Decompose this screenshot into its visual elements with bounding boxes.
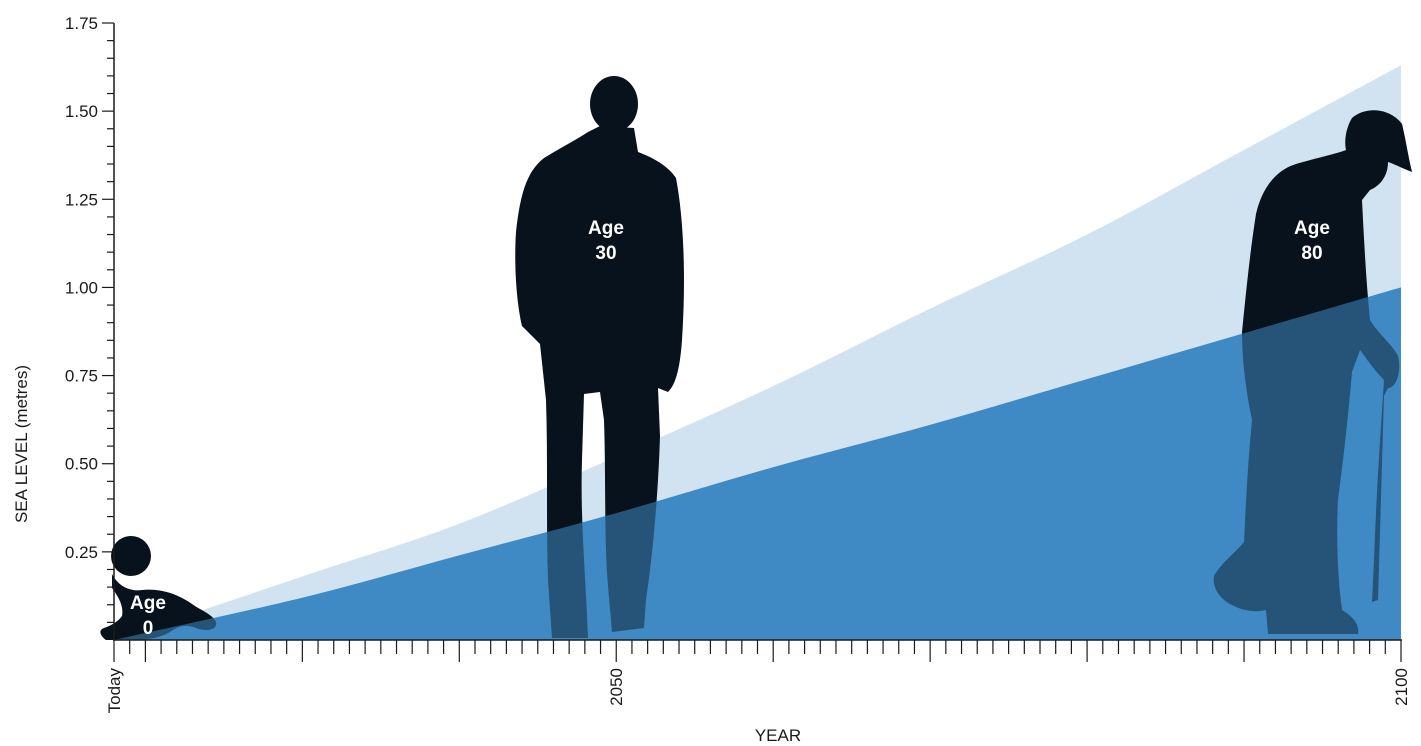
axes: 0.25 0.50 0.75 1.00 1.25 1.50 1.75 Today 2050 210… (65, 14, 1411, 713)
y-tick-label: 1.25 (65, 190, 98, 209)
x-tick-label: 2050 (607, 668, 626, 706)
x-axis-title: YEAR (755, 726, 801, 745)
y-tick-label: 0.75 (65, 367, 98, 386)
baby-silhouette (100, 536, 217, 640)
age-30-label-line2: 30 (595, 243, 616, 264)
y-axis-title: SEA LEVEL (metres) (12, 365, 31, 523)
age-0-label-line2: 0 (143, 618, 154, 639)
y-tick-label: 0.25 (65, 543, 98, 562)
y-tick-label: 1.75 (65, 14, 98, 33)
age-0-label-line1: Age (130, 593, 166, 614)
y-tick-label: 1.00 (65, 278, 98, 297)
x-tick-label: Today (105, 668, 124, 714)
age-80-label-line2: 80 (1301, 243, 1322, 264)
age-30-label-line1: Age (588, 218, 624, 239)
sea-level-overlay (114, 287, 1401, 640)
x-tick-label: 2100 (1392, 668, 1411, 706)
y-tick-label: 0.50 (65, 455, 98, 474)
lower-band-overlay (114, 287, 1401, 640)
age-labels: Age 0 Age 30 Age 80 (130, 218, 1330, 639)
y-tick-label: 1.50 (65, 102, 98, 121)
age-80-label-line1: Age (1294, 218, 1330, 239)
